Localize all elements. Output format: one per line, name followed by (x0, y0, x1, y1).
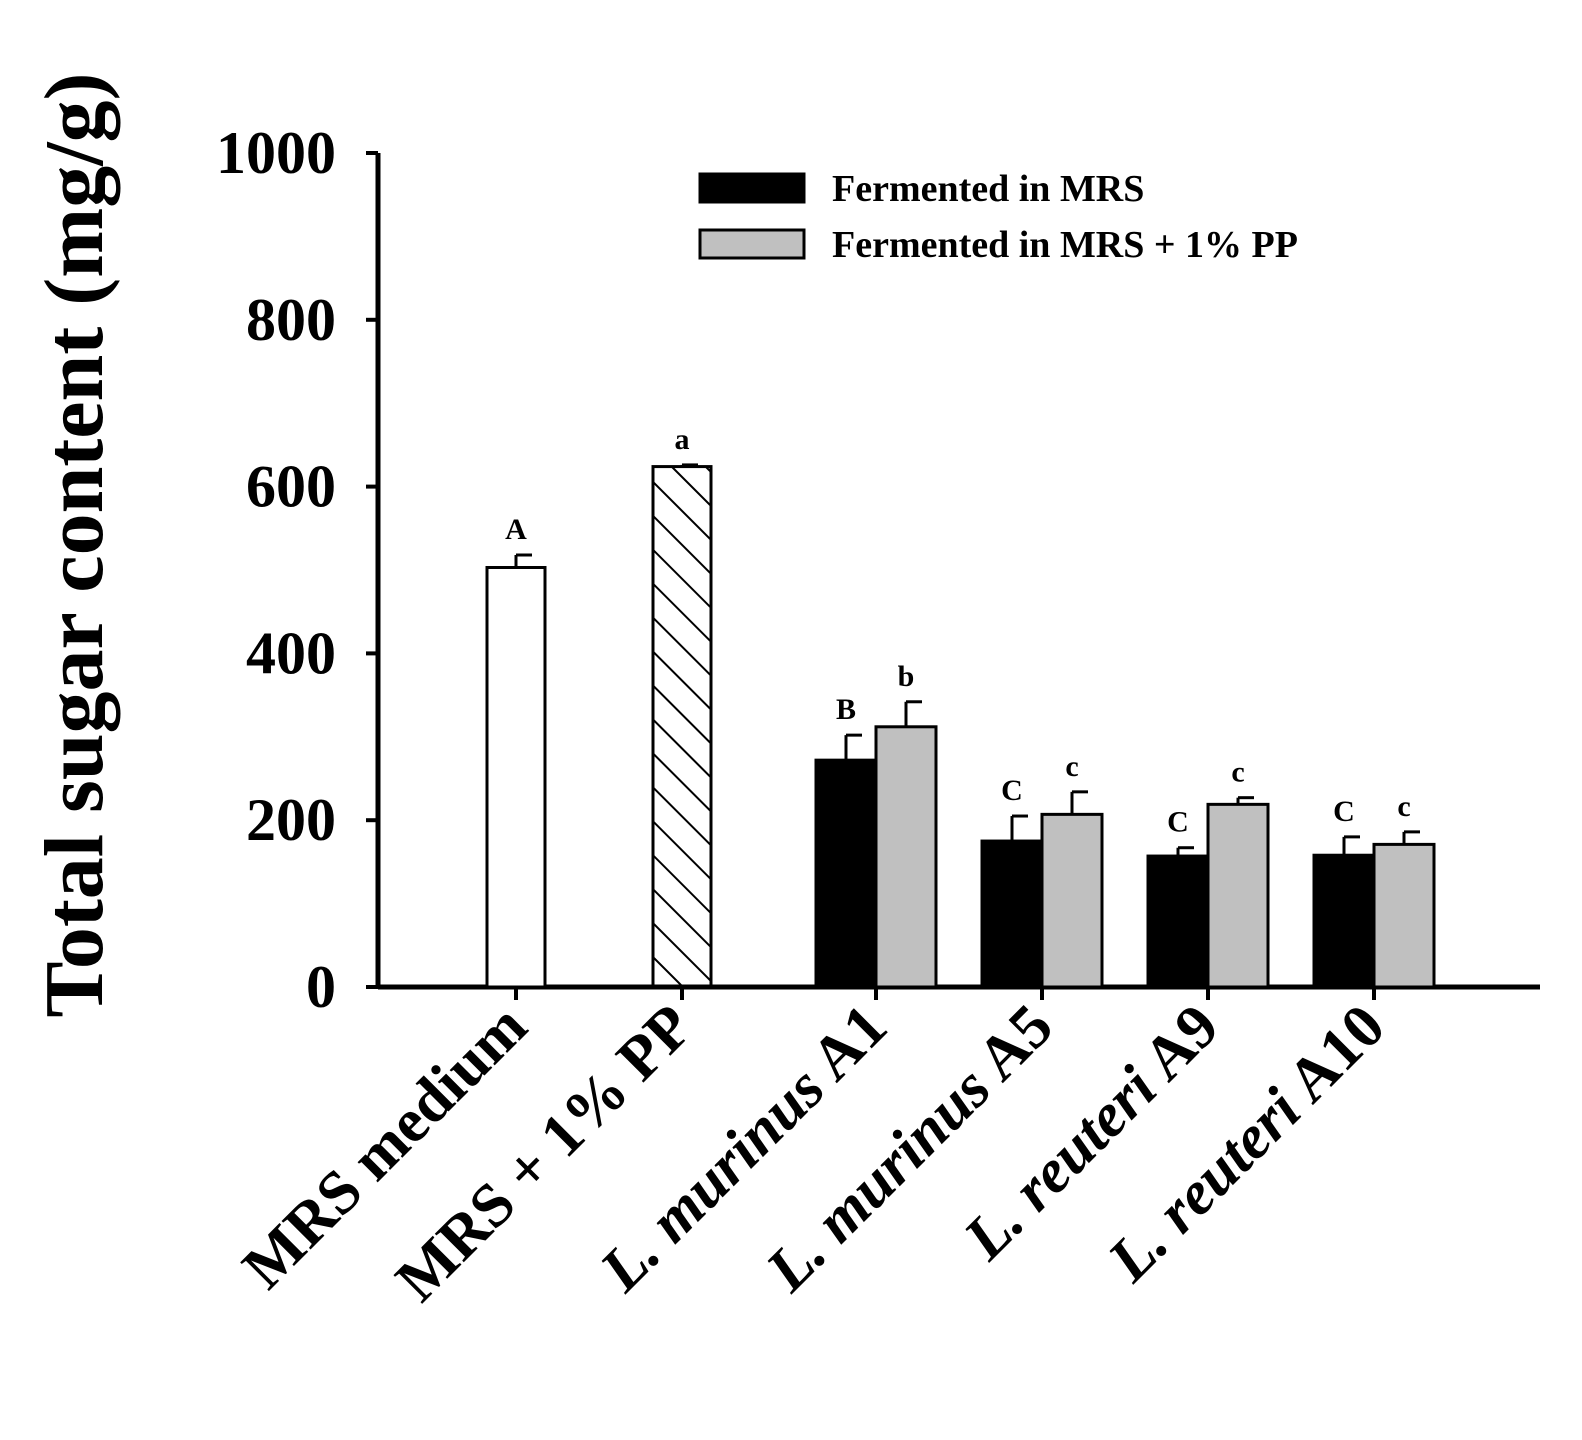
legend: Fermented in MRS Fermented in MRS + 1% PP (698, 168, 1298, 266)
bar-control (485, 565, 547, 989)
bar-series-2 (1372, 842, 1436, 989)
significance-letter: c (1231, 756, 1244, 789)
bar-series-1 (1312, 853, 1376, 989)
legend-label-series-2: Fermented in MRS + 1% PP (832, 224, 1298, 266)
legend-swatch-series-1 (698, 172, 806, 204)
bar-series-1 (1146, 854, 1210, 989)
y-tick-label: 400 (246, 620, 336, 686)
bar-control (651, 465, 713, 989)
significance-letter: b (898, 660, 915, 693)
legend-label-series-1: Fermented in MRS (832, 168, 1144, 210)
significance-letter: c (1065, 750, 1078, 783)
y-tick-label: 800 (246, 287, 336, 353)
significance-letter: C (1333, 795, 1355, 828)
bar-series-2 (1206, 802, 1270, 989)
legend-swatch-series-2 (698, 228, 806, 260)
bar-series-1 (814, 758, 878, 989)
significance-letter: C (1167, 806, 1189, 839)
x-category-label: L. murinus A5 (753, 992, 1066, 1305)
y-tick-label: 1000 (216, 120, 336, 186)
bar-series-2 (1040, 812, 1104, 989)
significance-letter: a (675, 423, 690, 456)
significance-letter: B (836, 693, 856, 726)
significance-letter: A (505, 513, 527, 546)
y-tick-label: 0 (306, 954, 336, 1020)
bar-series-1 (980, 839, 1044, 989)
y-axis-title: Total sugar content (mg/g) (28, 73, 121, 1018)
x-category-label: MRS medium (230, 992, 540, 1302)
y-tick-label: 600 (246, 454, 336, 520)
y-tick-label: 200 (246, 787, 336, 853)
significance-letter: C (1001, 774, 1023, 807)
significance-letter: c (1397, 790, 1410, 823)
bar-series-2 (874, 725, 938, 989)
